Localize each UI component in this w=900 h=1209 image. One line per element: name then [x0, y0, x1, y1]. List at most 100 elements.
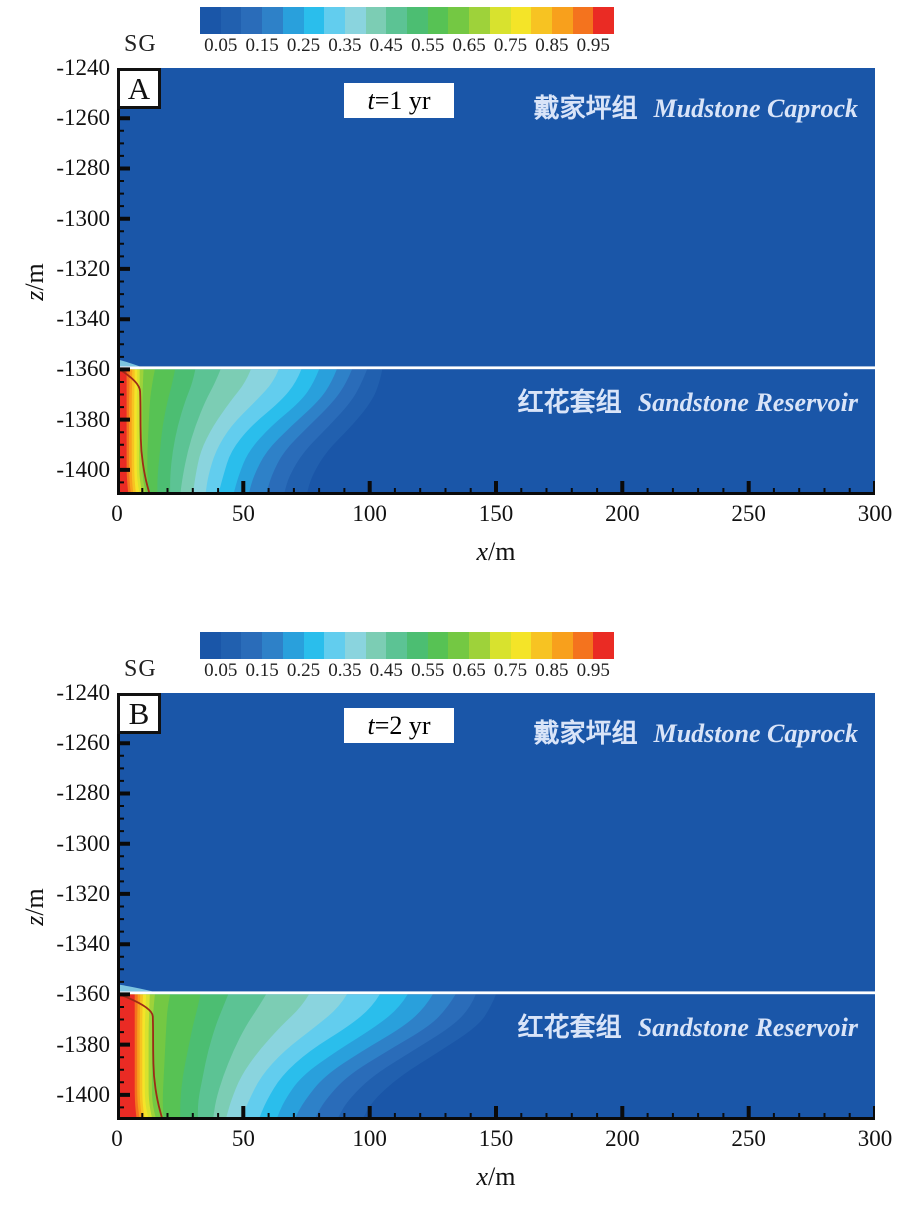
- colorbar-segment: [241, 7, 263, 34]
- y-tick-label: -1380: [56, 406, 110, 432]
- colorbar-segment: [572, 632, 594, 659]
- colorbar-segment: [386, 7, 408, 34]
- x-tick-label: 50: [231, 501, 255, 526]
- x-axis-line: [117, 1117, 875, 1120]
- colorbar-segment: [448, 7, 470, 34]
- minor-ticks: [117, 79, 851, 495]
- colorbar-tick-label: 0.35: [328, 660, 362, 681]
- colorbar-segment: [365, 632, 387, 659]
- colorbar-tick-label: 0.75: [493, 35, 528, 56]
- x-axis-tick-labels: 0 50 100 150 200 250 300: [0, 1126, 900, 1152]
- colorbar-segment: [572, 7, 594, 34]
- caprock-reservoir-interface-line: [117, 991, 875, 995]
- x-tick-label: 150: [478, 1126, 514, 1151]
- colorbar-tick-label: 0.05: [204, 35, 238, 56]
- colorbar-segment: [344, 7, 366, 34]
- colorbar-segment: [324, 7, 345, 34]
- x-axis-variable: x: [476, 537, 489, 566]
- colorbar-title: SG: [124, 656, 157, 682]
- sg-contour-band-0.95: [117, 994, 137, 1120]
- colorbar-tick-label: 0.85: [535, 35, 569, 56]
- colorbar-tick-label: 0.25: [286, 35, 321, 56]
- y-tick-label: -1260: [56, 730, 110, 756]
- caprock-label-chinese: 戴家坪组: [533, 94, 638, 123]
- y-axis-tick-labels: -1240 -1260 -1280 -1300 -1320 -1340 -1360 -1380…: [0, 625, 110, 1209]
- reservoir-label: 红花套组 Sandstone Reservoir: [380, 382, 858, 419]
- reservoir-label: 红花套组 Sandstone Reservoir: [380, 1007, 858, 1044]
- x-axis-unit: /m: [488, 537, 516, 566]
- reservoir-label-english: Sandstone Reservoir: [637, 1013, 858, 1042]
- colorbar-segment: [427, 7, 449, 34]
- colorbar-segment: [427, 632, 449, 659]
- colorbar-tick-label: 0.65: [452, 35, 486, 56]
- colorbar-segment: [303, 632, 325, 659]
- colorbar-segment: [593, 7, 615, 34]
- colorbar-tick-label: 0.85: [535, 660, 569, 681]
- caprock-label: 戴家坪组 Mudstone Caprock: [380, 88, 858, 125]
- colorbar-segment: [344, 632, 366, 659]
- y-tick-label: -1360: [56, 981, 110, 1007]
- colorbar-title: SG: [124, 31, 157, 57]
- colorbar-segment: [386, 632, 408, 659]
- colorbar-segment: [469, 7, 490, 34]
- y-tick-label: -1400: [56, 1081, 110, 1107]
- y-tick-label: -1260: [56, 105, 110, 131]
- y-tick-label: -1320: [56, 255, 110, 281]
- colorbar-tick-label: 0.65: [452, 660, 486, 681]
- colorbar-segment: [220, 632, 242, 659]
- major-ticks: [117, 741, 875, 1120]
- interface-leakage-sliver: [117, 984, 153, 992]
- colorbar-segment: [551, 632, 573, 659]
- colorbar-segment: [241, 632, 263, 659]
- time-label: t =1 yr: [344, 83, 454, 118]
- y-tick-label: -1240: [56, 680, 110, 705]
- colorbar-segment: [200, 7, 221, 34]
- colorbar-tick-label: 0.35: [328, 35, 362, 56]
- colorbar-tick-label: 0.95: [576, 35, 610, 56]
- colorbar-segment: [448, 632, 470, 659]
- colorbar-segment: [489, 7, 511, 34]
- colorbar: [200, 7, 615, 34]
- x-axis-label: x/m: [477, 1162, 516, 1192]
- colorbar-tick-labels: 0.05 0.15 0.25 0.35 0.45 0.55 0.65 0.75 0.85 0.95: [200, 35, 614, 57]
- y-axis-tick-labels: -1240 -1260 -1280 -1300 -1320 -1340 -1360 -1380…: [0, 0, 110, 584]
- colorbar-segment: [510, 632, 532, 659]
- x-tick-label: 200: [605, 1126, 640, 1151]
- y-tick-label: -1240: [56, 55, 110, 80]
- colorbar-tick-label: 0.45: [369, 660, 403, 681]
- colorbar-tick-label: 0.15: [245, 660, 279, 681]
- x-tick-label: 100: [352, 1126, 387, 1151]
- x-axis-line: [117, 492, 875, 495]
- time-label: t =2 yr: [344, 708, 454, 743]
- colorbar-tick-label: 0.75: [493, 660, 528, 681]
- panel-a: SG 0.05 0.15 0.25 0.35 0.45 0.55 0.65 0.75 0.85 0…: [0, 0, 900, 584]
- caprock-reservoir-interface-line: [117, 366, 875, 370]
- x-tick-label: 300: [857, 501, 893, 526]
- caprock-label: 戴家坪组 Mudstone Caprock: [380, 713, 858, 750]
- colorbar-tick-labels: 0.05 0.15 0.25 0.35 0.45 0.55 0.65 0.75 0.85 0.95: [200, 660, 614, 682]
- y-tick-label: -1400: [56, 456, 110, 482]
- caprock-label-chinese: 戴家坪组: [533, 719, 638, 748]
- y-tick-label: -1380: [56, 1031, 110, 1057]
- x-axis-tick-labels: 0 50 100 150 200 250 300: [0, 501, 900, 527]
- x-tick-label: 250: [731, 501, 766, 526]
- colorbar-segment: [531, 632, 552, 659]
- colorbar-segment: [220, 7, 242, 34]
- colorbar-segment: [200, 632, 221, 659]
- colorbar-tick-label: 0.95: [576, 660, 610, 681]
- x-tick-label: 0: [111, 501, 123, 526]
- colorbar-segment: [262, 632, 283, 659]
- y-tick-label: -1300: [56, 830, 110, 856]
- high-saturation-outline: [119, 993, 164, 1120]
- x-tick-label: 200: [605, 501, 640, 526]
- colorbar-segment: [551, 7, 573, 34]
- panel-b: SG 0.05 0.15 0.25 0.35 0.45 0.55 0.65 0.75 0.85 0…: [0, 625, 900, 1209]
- colorbar-segment: [407, 632, 428, 659]
- colorbar-segment: [489, 632, 511, 659]
- x-axis-unit: /m: [488, 1162, 516, 1191]
- colorbar-segment: [407, 7, 428, 34]
- reservoir-label-chinese: 红花套组: [517, 1013, 622, 1042]
- colorbar: [200, 632, 615, 659]
- major-ticks: [117, 116, 875, 495]
- colorbar-tick-label: 0.55: [411, 35, 445, 56]
